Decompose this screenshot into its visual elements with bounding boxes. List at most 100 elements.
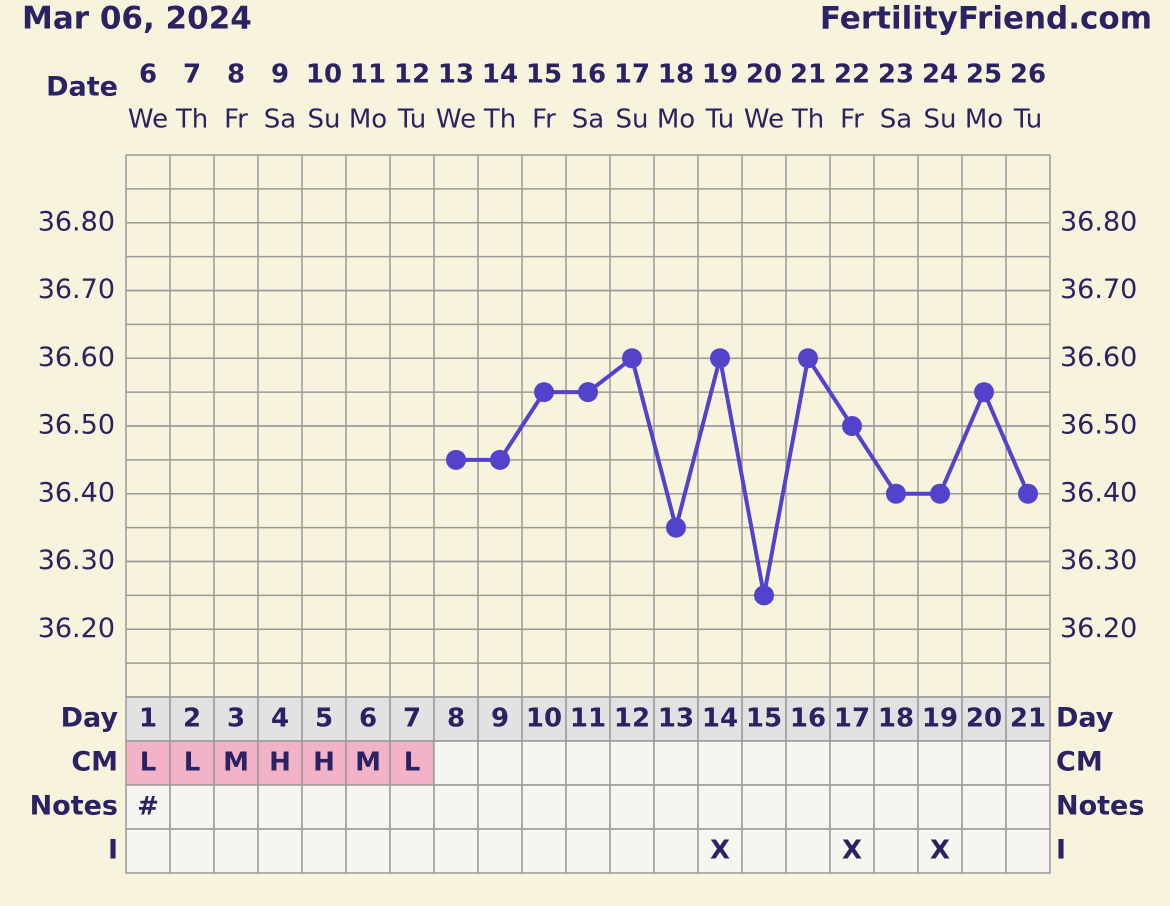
table-cell	[257, 828, 303, 874]
table-cell	[477, 828, 523, 874]
table-cell	[257, 696, 303, 742]
cell-text: #	[137, 792, 159, 822]
table-cell	[873, 696, 919, 742]
table-cell	[829, 828, 875, 874]
table-cell	[565, 828, 611, 874]
x-tick-label: 11	[350, 60, 386, 90]
site-name: FertilityFriend.com	[820, 1, 1152, 37]
cell-text: H	[269, 748, 291, 778]
cell-text: 10	[526, 704, 562, 734]
table-cell	[609, 740, 655, 786]
table-cell	[521, 784, 567, 830]
weekday-label: Th	[483, 105, 516, 135]
temperature-point	[930, 483, 950, 504]
x-tick-label: 26	[1010, 60, 1046, 90]
table-cell	[565, 784, 611, 830]
table-cell	[785, 740, 831, 786]
weekday-label: Th	[175, 105, 208, 135]
table-cell	[389, 740, 435, 786]
y-tick-label: 36.70	[38, 274, 115, 305]
x-tick-label: 22	[834, 60, 870, 90]
temperature-point	[534, 382, 554, 403]
table-cell	[873, 740, 919, 786]
x-tick-label: 25	[966, 60, 1002, 90]
cell-text: 14	[702, 704, 738, 734]
table-cell	[125, 828, 171, 874]
cell-text: 20	[966, 704, 1002, 734]
x-tick-label: 21	[790, 60, 826, 90]
table-cell	[477, 740, 523, 786]
table-cell	[433, 740, 479, 786]
table-cell	[917, 740, 963, 786]
temperature-point	[710, 348, 730, 369]
x-tick-label: 17	[614, 60, 650, 90]
weekday-label: Sa	[264, 105, 296, 135]
y2-tick-label: 36.50	[1060, 410, 1137, 441]
temperature-point	[1018, 483, 1038, 504]
table-cell	[213, 696, 259, 742]
cell-text: 1	[139, 704, 157, 734]
cell-text: L	[140, 748, 157, 778]
table-cell	[521, 828, 567, 874]
table-cell	[433, 828, 479, 874]
row-label: CM	[71, 747, 118, 778]
row-label: Day	[61, 703, 119, 734]
cell-text: H	[313, 748, 335, 778]
temperature-point	[754, 585, 774, 606]
cell-text: 18	[878, 704, 914, 734]
table-cell	[917, 828, 963, 874]
table-cell	[609, 828, 655, 874]
temperature-point	[974, 382, 994, 403]
cell-text: L	[404, 748, 421, 778]
cell-text: 9	[491, 704, 509, 734]
temperature-point	[622, 348, 642, 369]
table-cell	[741, 740, 787, 786]
x-tick-label: 20	[746, 60, 782, 90]
x-tick-label: 24	[922, 60, 958, 90]
y2-tick-label: 36.60	[1060, 342, 1137, 373]
table-cell	[917, 784, 963, 830]
table-cell	[477, 784, 523, 830]
weekday-label: Tu	[397, 105, 426, 135]
chart-date: Mar 06, 2024	[22, 1, 252, 37]
table-cell	[697, 740, 743, 786]
temperature-point	[446, 449, 466, 470]
table-cell	[785, 784, 831, 830]
weekday-label: Tu	[1013, 105, 1042, 135]
table-cell	[345, 784, 391, 830]
table-cell	[301, 828, 347, 874]
weekday-label: Sa	[572, 105, 604, 135]
y2-tick-label: 36.30	[1060, 545, 1137, 576]
x-tick-label: 15	[526, 60, 562, 90]
table-cell	[213, 784, 259, 830]
table-cell	[741, 696, 787, 742]
table-cell	[653, 784, 699, 830]
weekday-label: Su	[924, 105, 957, 135]
table-cell	[169, 784, 215, 830]
cell-text: 4	[271, 704, 289, 734]
row-label: Notes	[30, 791, 118, 822]
table-cell	[829, 740, 875, 786]
table-cell	[389, 696, 435, 742]
cell-text: M	[355, 748, 381, 778]
cell-text: 3	[227, 704, 245, 734]
table-cell	[301, 740, 347, 786]
table-cell	[389, 784, 435, 830]
table-cell	[873, 784, 919, 830]
table-cell	[653, 740, 699, 786]
weekday-label: Tu	[705, 105, 734, 135]
weekday-label: Mo	[657, 105, 695, 135]
x-tick-label: 8	[227, 60, 245, 90]
table-cell	[433, 784, 479, 830]
table-cell	[521, 740, 567, 786]
table-cell	[785, 828, 831, 874]
y2-tick-label: 36.20	[1060, 613, 1137, 644]
cell-text: 6	[359, 704, 377, 734]
table-cell	[433, 696, 479, 742]
cell-text: 7	[403, 704, 421, 734]
cell-text: 11	[570, 704, 606, 734]
table-cell	[961, 784, 1007, 830]
temperature-point	[490, 449, 510, 470]
x-tick-label: 10	[306, 60, 342, 90]
table-cell	[697, 696, 743, 742]
